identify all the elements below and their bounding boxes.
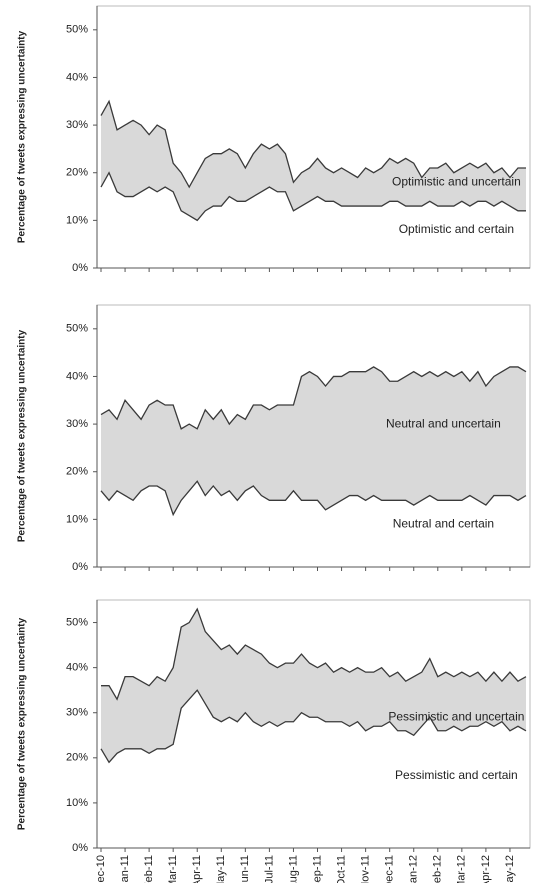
y-tick-label: 50% [66, 616, 88, 628]
y-tick-label: 20% [66, 752, 88, 764]
x-tick-label: Dec-11 [384, 855, 396, 883]
area-fill [101, 366, 526, 515]
y-tick-label: 30% [66, 707, 88, 719]
series-label: Pessimistic and certain [395, 768, 518, 782]
y-tick-label: 40% [66, 71, 88, 83]
x-tick-label: May-12 [504, 855, 516, 883]
y-tick-label: 10% [66, 513, 88, 525]
y-tick-label: 0% [72, 262, 88, 274]
x-tick-label: Apr-12 [480, 855, 492, 883]
area-fill [101, 609, 526, 763]
y-tick-label: 20% [66, 466, 88, 478]
y-axis-label: Percentage of tweets expressing uncertai… [17, 329, 28, 542]
series-line [100, 689, 527, 764]
series-line [100, 171, 526, 222]
x-tick-label: Feb-11 [143, 855, 155, 883]
y-tick-label: 50% [66, 24, 88, 36]
x-tick-label: Jan-11 [119, 855, 131, 883]
x-tick-label: Sep-11 [311, 855, 323, 883]
series-label: Optimistic and certain [399, 222, 514, 236]
y-tick-label: 20% [66, 167, 88, 179]
x-tick-label: Jul-11 [263, 855, 275, 883]
x-tick-label: Jan-12 [408, 855, 420, 883]
y-axis-label: Percentage of tweets expressing uncertai… [17, 30, 28, 243]
x-tick-label: Aug-11 [287, 855, 299, 883]
x-tick-label: Dec-10 [95, 855, 107, 883]
x-tick-label: Apr-11 [191, 855, 203, 883]
series-label: Neutral and certain [393, 516, 494, 530]
y-tick-label: 0% [72, 561, 88, 573]
x-tick-label: May-11 [215, 855, 227, 883]
y-tick-label: 0% [72, 842, 88, 854]
y-tick-label: 30% [66, 119, 88, 131]
y-tick-label: 40% [66, 662, 88, 674]
x-tick-label: Oct-11 [335, 855, 347, 883]
y-tick-label: 50% [66, 323, 88, 335]
series-label: Neutral and uncertain [386, 416, 501, 430]
series-line [100, 366, 527, 430]
series-line [100, 480, 527, 517]
y-axis-label: Percentage of tweets expressing uncertai… [17, 617, 28, 830]
series-line [100, 99, 526, 189]
x-tick-label: Mar-12 [456, 855, 468, 883]
y-tick-label: 10% [66, 797, 88, 809]
x-tick-label: Mar-11 [167, 855, 179, 883]
series-label: Pessimistic and uncertain [388, 709, 524, 723]
y-tick-label: 30% [66, 418, 88, 430]
y-tick-label: 40% [66, 370, 88, 382]
x-tick-label: Jun-11 [239, 855, 251, 883]
y-tick-label: 10% [66, 214, 88, 226]
series-label: Optimistic and uncertain [392, 174, 521, 188]
x-tick-label: Nov-11 [360, 855, 372, 883]
area-fill [101, 101, 526, 221]
x-tick-label: Feb-12 [432, 855, 444, 883]
series-line [101, 607, 527, 701]
